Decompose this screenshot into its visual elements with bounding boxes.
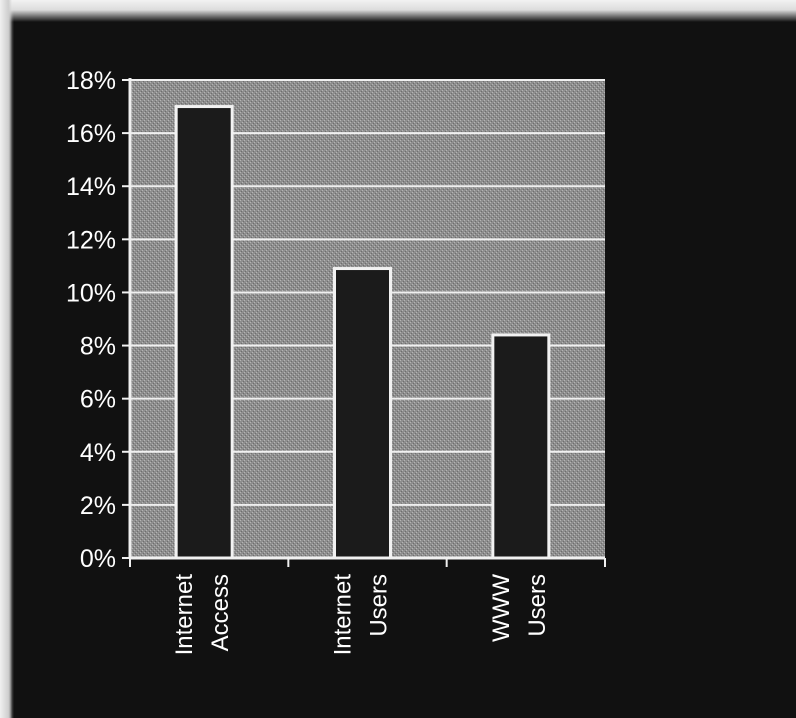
x-category-label: Access (207, 574, 234, 651)
y-tick-label: 6% (80, 386, 116, 414)
y-tick-label: 16% (66, 120, 116, 148)
bar (174, 105, 234, 560)
x-category-label: Users (366, 574, 393, 637)
x-category-label: WWW (488, 574, 515, 642)
y-tick-label: 14% (66, 173, 116, 201)
y-tick-label: 8% (80, 333, 116, 361)
y-tick-label: 2% (80, 492, 116, 520)
labels: 0% 2% 4% 6% 8% 10% 12% 14% 16% 18% Internet Access I… (66, 67, 551, 655)
x-category-label: Users (524, 574, 551, 637)
bar (333, 267, 392, 560)
scan-edge-left (0, 0, 12, 718)
x-category-label: Internet (171, 574, 198, 656)
bars (174, 105, 551, 560)
x-category-label: Internet (330, 574, 357, 656)
y-tick-label: 4% (80, 439, 116, 467)
y-tick-label: 12% (66, 226, 116, 254)
scan-edge-top (0, 0, 796, 22)
y-tick-label: 0% (80, 545, 116, 573)
y-tick-label: 10% (66, 279, 116, 307)
y-tick-label: 18% (66, 67, 116, 95)
axes (122, 78, 606, 567)
bar (491, 333, 551, 560)
